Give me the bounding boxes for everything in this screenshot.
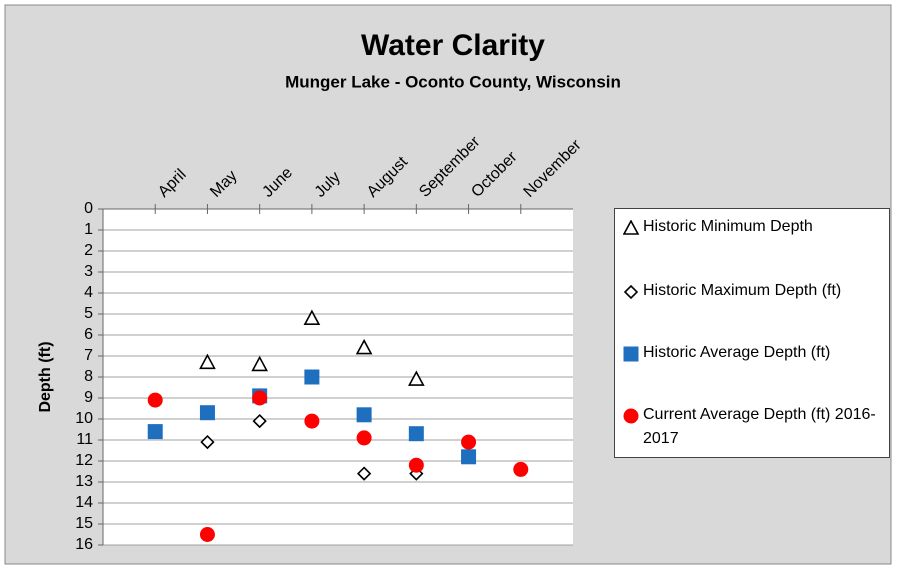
legend-item: Current Average Depth (ft) 2016-2017 [623, 403, 888, 451]
diamond-marker [623, 284, 639, 300]
y-tick-label: 8 [84, 368, 93, 385]
square-marker [147, 424, 163, 440]
legend-label: Historic Maximum Depth (ft) [643, 282, 842, 299]
legend: Historic Minimum Depth Historic Maximum D… [614, 208, 890, 458]
y-tick-label: 10 [75, 410, 93, 427]
square-marker [356, 407, 372, 423]
y-tick-label: 4 [84, 284, 93, 301]
circle-marker [147, 392, 163, 408]
circle-marker [199, 527, 215, 542]
legend-marker [623, 408, 639, 424]
chart-subtitle: Munger Lake - Oconto County, Wisconsin [285, 72, 621, 91]
triangle-marker [623, 220, 639, 235]
y-tick-label: 14 [75, 494, 93, 511]
diamond-marker [200, 434, 215, 450]
y-tick-label: 15 [75, 515, 93, 532]
triangle-marker [355, 338, 373, 355]
circle-marker [252, 390, 268, 406]
circle-marker [623, 408, 639, 424]
legend-label: Historic Minimum Depth [643, 218, 813, 235]
y-tick-label: 11 [76, 431, 93, 448]
legend-marker [623, 284, 639, 300]
circle-marker [304, 413, 320, 429]
triangle-marker [199, 353, 216, 370]
diamond-marker [252, 413, 267, 429]
y-tick-label: 2 [84, 242, 93, 259]
square-marker [461, 449, 477, 465]
triangle-marker [251, 355, 269, 372]
y-tick-label: 1 [84, 221, 93, 238]
legend-marker [623, 220, 639, 235]
y-tick-label: 9 [84, 389, 93, 406]
y-tick-label: 16 [75, 536, 93, 553]
y-tick-label: 13 [75, 473, 93, 490]
circle-marker [356, 430, 372, 446]
triangle-marker [303, 309, 321, 326]
circle-marker [408, 457, 424, 473]
square-marker [304, 369, 320, 385]
legend-item: Historic Minimum Depth [623, 215, 888, 239]
circle-marker [513, 461, 529, 477]
square-marker [199, 405, 215, 421]
y-tick-label: 12 [75, 452, 93, 469]
triangle-marker [407, 370, 425, 386]
y-tick-label: 7 [84, 347, 93, 364]
chart-title: Water Clarity [361, 29, 545, 62]
legend-item: Historic Average Depth (ft) [623, 341, 888, 365]
legend-label: Current Average Depth (ft) 2016-2017 [643, 406, 876, 447]
legend-label: Historic Average Depth (ft) [643, 344, 831, 361]
y-tick-label: 5 [84, 305, 93, 322]
legend-marker [623, 346, 639, 362]
y-axis-label: Depth (ft) [37, 341, 54, 412]
y-tick-label: 3 [84, 263, 93, 280]
square-marker [408, 426, 424, 442]
y-tick-label: 6 [84, 326, 93, 343]
square-marker [623, 346, 639, 362]
legend-item: Historic Maximum Depth (ft) [623, 279, 888, 303]
diamond-marker [356, 466, 372, 481]
circle-marker [461, 434, 477, 450]
y-tick-label: 0 [84, 200, 93, 217]
